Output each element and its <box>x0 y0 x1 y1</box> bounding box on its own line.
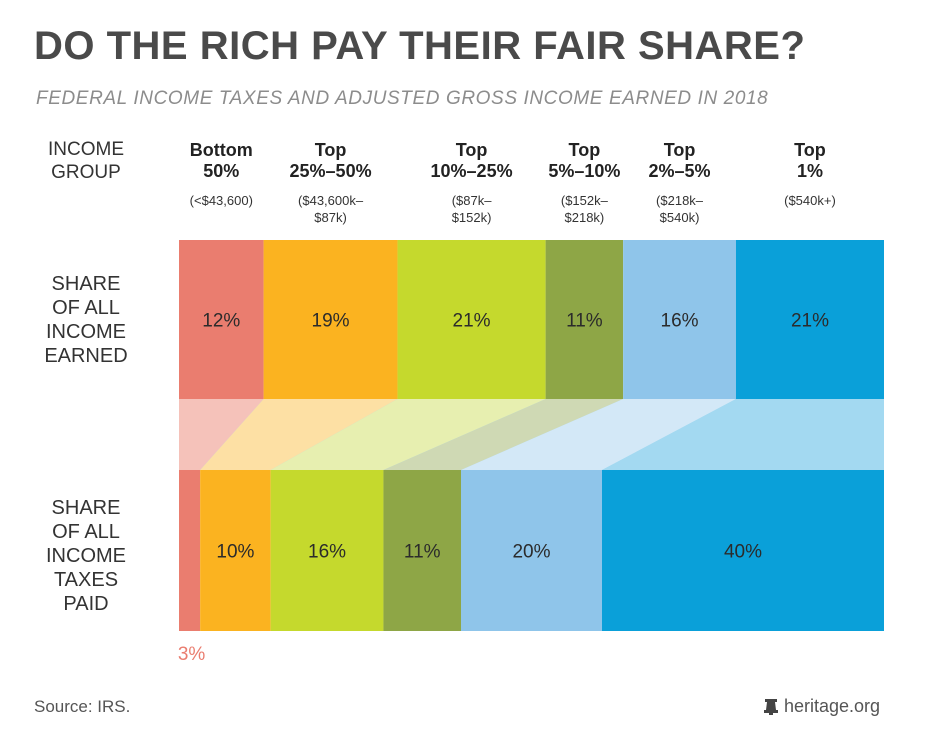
group-name-4: Top 5%–10% <box>548 140 621 181</box>
bridge-segment-6 <box>602 399 884 470</box>
income-bar-1 <box>179 240 264 399</box>
group-range-1: (<$43,600) <box>189 193 253 208</box>
brand-name: heritage.org <box>784 696 881 716</box>
tax-value-label-4: 11% <box>404 542 441 563</box>
income-value-label-6: 21% <box>791 311 829 332</box>
chart-subtitle: FEDERAL INCOME TAXES AND ADJUSTED GROSS … <box>36 88 769 109</box>
income-bar-3 <box>397 240 546 399</box>
tax-value-label-3: 16% <box>308 542 346 563</box>
brand: heritage.org <box>764 696 880 717</box>
tax-bar-1 <box>179 470 201 631</box>
group-name-1: Bottom 50% <box>189 140 253 181</box>
income-tax-share-chart: 12% 19% 21% 11% 16% 21% 3% 10% 16% 11% 20% 40% <box>178 240 884 665</box>
tax-value-label-1: 3% <box>178 644 206 665</box>
chart-title: DO THE RICH PAY THEIR FAIR SHARE? <box>34 24 806 68</box>
tax-bar-4 <box>383 470 461 631</box>
group-name-2: Top 25%–50% <box>289 140 372 181</box>
bridge-segment-3 <box>270 399 546 470</box>
bridge-segment-4 <box>383 399 624 470</box>
income-bar-6 <box>735 240 884 399</box>
income-value-label-1: 12% <box>202 311 240 332</box>
income-value-label-4: 11% <box>566 311 603 332</box>
tax-value-label-6: 40% <box>724 542 762 563</box>
income-value-label-3: 21% <box>453 311 491 332</box>
tax-value-label-5: 20% <box>512 542 550 563</box>
group-name-3: Top 10%–25% <box>430 140 513 181</box>
income-bar-4 <box>545 240 624 399</box>
tax-bar-2 <box>200 470 271 631</box>
tax-value-label-2: 10% <box>216 542 254 563</box>
group-range-2: ($43,600k– $87k) <box>298 193 364 225</box>
income-group-header: INCOME GROUP <box>48 139 124 183</box>
income-value-label-2: 19% <box>312 311 350 332</box>
income-earned-row-label: SHARE OF ALL INCOME EARNED <box>44 273 128 367</box>
source-note: Source: IRS. <box>34 697 131 716</box>
heritage-bell-icon <box>764 698 778 715</box>
tax-bar-3 <box>270 470 384 631</box>
bridge-segment-2 <box>200 399 398 470</box>
group-name-6: Top 1% <box>794 140 826 181</box>
bridge-segment-5 <box>461 399 736 470</box>
tax-bar-6 <box>602 470 884 631</box>
bridge-segment-1 <box>179 399 264 470</box>
group-range-3: ($87k– $152k) <box>451 193 492 225</box>
tax-bar-5 <box>461 470 602 631</box>
group-name-5: Top 2%–5% <box>648 140 711 181</box>
group-range-6: ($540k+) <box>784 193 836 208</box>
income-value-label-5: 16% <box>661 311 699 332</box>
income-bar-5 <box>623 240 736 399</box>
taxes-paid-row-label: SHARE OF ALL INCOME TAXES PAID <box>46 497 126 615</box>
income-bar-2 <box>263 240 398 399</box>
group-range-5: ($218k– $540k) <box>656 193 704 225</box>
group-range-4: ($152k– $218k) <box>560 193 608 225</box>
